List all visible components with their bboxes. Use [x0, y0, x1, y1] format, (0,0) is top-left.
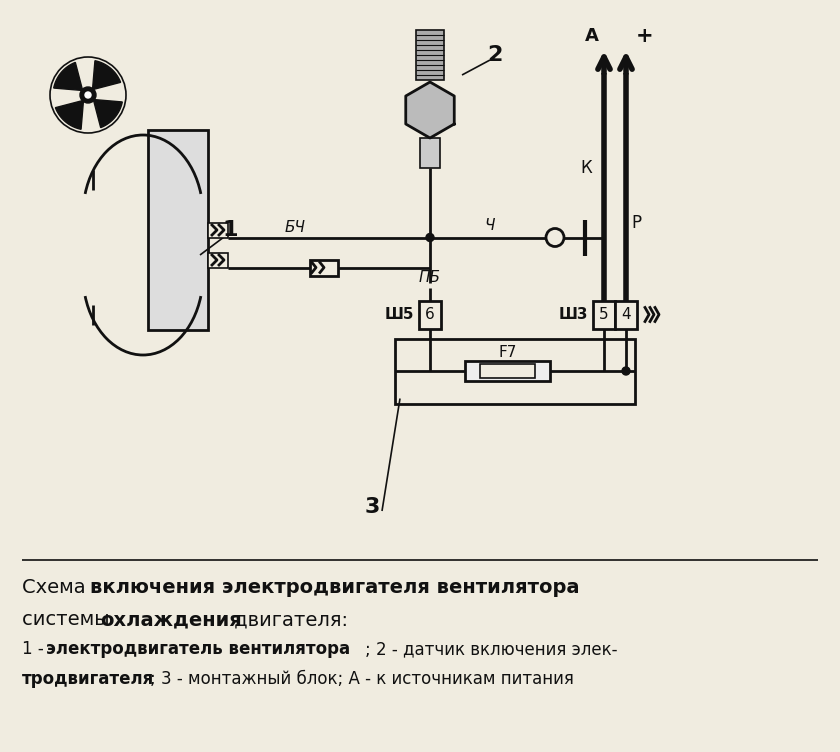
- Text: 5: 5: [599, 307, 609, 322]
- Bar: [208, 253, 228, 268]
- Bar: [416, 30, 444, 80]
- Text: БЧ: БЧ: [285, 220, 306, 235]
- Text: охлаждения: охлаждения: [100, 610, 242, 629]
- Bar: [148, 130, 208, 330]
- Circle shape: [80, 87, 96, 103]
- Text: электродвигатель вентилятора: электродвигатель вентилятора: [46, 640, 350, 658]
- Bar: [310, 259, 338, 275]
- Text: ПБ: ПБ: [419, 270, 441, 285]
- Polygon shape: [93, 99, 123, 128]
- Text: ; 2 - датчик включения элек-: ; 2 - датчик включения элек-: [365, 640, 617, 658]
- Text: ; 3 - монтажный блок; А - к источникам питания: ; 3 - монтажный блок; А - к источникам п…: [150, 670, 574, 688]
- Polygon shape: [54, 62, 82, 90]
- Text: К: К: [580, 159, 592, 177]
- Polygon shape: [406, 82, 454, 138]
- Circle shape: [85, 92, 91, 98]
- Bar: [208, 223, 228, 238]
- Bar: [615, 301, 637, 329]
- Text: 1 -: 1 -: [22, 640, 49, 658]
- Text: Схема: Схема: [22, 578, 92, 597]
- Bar: [420, 138, 440, 168]
- Text: +: +: [636, 26, 654, 46]
- Circle shape: [622, 367, 630, 375]
- Polygon shape: [92, 61, 121, 89]
- Text: Р: Р: [631, 214, 641, 232]
- Text: F7: F7: [498, 345, 517, 360]
- Text: 4: 4: [622, 307, 631, 322]
- Text: Ч: Ч: [485, 218, 496, 233]
- Bar: [395, 338, 635, 404]
- Text: включения электродвигателя вентилятора: включения электродвигателя вентилятора: [90, 578, 580, 597]
- Text: 3: 3: [365, 497, 380, 517]
- Polygon shape: [55, 100, 83, 129]
- Text: 1: 1: [223, 220, 238, 240]
- Text: двигателя:: двигателя:: [228, 610, 348, 629]
- Bar: [593, 301, 615, 329]
- Text: 6: 6: [425, 307, 435, 322]
- Bar: [480, 364, 535, 378]
- Bar: [465, 361, 550, 381]
- Text: 2: 2: [487, 45, 502, 65]
- Bar: [419, 301, 441, 329]
- Text: тродвигателя: тродвигателя: [22, 670, 155, 688]
- Circle shape: [426, 234, 434, 241]
- Text: Ш5: Ш5: [385, 307, 414, 322]
- Text: Ш3: Ш3: [559, 307, 588, 322]
- Text: А: А: [585, 27, 599, 45]
- Text: системы: системы: [22, 610, 116, 629]
